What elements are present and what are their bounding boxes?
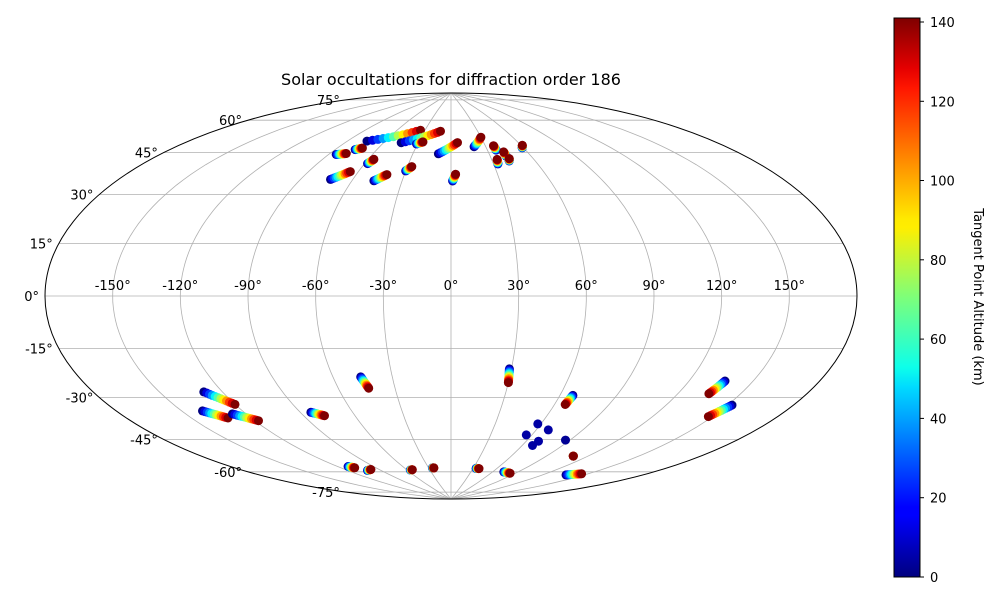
x-tick-label: 150° bbox=[774, 279, 805, 294]
colorbar-tick-label: 140 bbox=[930, 16, 955, 31]
occultation-point bbox=[341, 149, 351, 158]
y-tick-label: -60° bbox=[214, 466, 242, 481]
x-tick-label: -30° bbox=[369, 279, 397, 294]
occultation-point bbox=[382, 170, 392, 180]
colorbar-tick-label: 80 bbox=[930, 254, 947, 269]
occultation-point bbox=[320, 411, 329, 421]
colorbar-tick-label: 40 bbox=[930, 412, 947, 427]
map-grid bbox=[45, 92, 857, 500]
x-tick-label: 60° bbox=[575, 279, 598, 294]
y-tick-label: -30° bbox=[66, 392, 94, 407]
occultation-point bbox=[416, 125, 425, 135]
occultation-point bbox=[364, 383, 374, 393]
occultation-point bbox=[577, 469, 587, 479]
occultation-point bbox=[474, 464, 484, 474]
occultation-point bbox=[418, 137, 428, 147]
colorbar-tick-label: 60 bbox=[930, 333, 947, 348]
y-tick-label: -45° bbox=[130, 434, 158, 449]
occultation-point bbox=[366, 465, 376, 474]
occultation-point bbox=[436, 126, 445, 136]
occultation-point bbox=[350, 463, 360, 473]
y-tick-label: 0° bbox=[24, 290, 39, 305]
x-tick-label: -150° bbox=[95, 279, 131, 294]
colorbar-tick-label: 20 bbox=[930, 492, 947, 507]
occultation-point bbox=[561, 435, 570, 445]
x-tick-label: -120° bbox=[162, 279, 198, 294]
x-tick-label: 0° bbox=[444, 279, 459, 294]
y-tick-labels: 75° 60° 45° 30° 15° 0° -15° -30° -45° -60° -75° bbox=[24, 94, 340, 501]
occultation-point bbox=[505, 468, 515, 478]
colorbar-tick-label: 120 bbox=[930, 95, 955, 110]
occultation-point bbox=[543, 425, 553, 435]
colorbar-tick-label: 100 bbox=[930, 175, 955, 190]
y-tick-label: 45° bbox=[135, 147, 158, 162]
occultation-point bbox=[503, 378, 513, 388]
x-tick-label: 120° bbox=[706, 279, 737, 294]
x-tick-labels: -150° -120° -90° -60° -30° 0° 30° 60° 90° 120° 150… bbox=[95, 279, 805, 294]
scatter-points bbox=[198, 125, 737, 480]
y-tick-label: 75° bbox=[317, 94, 340, 109]
occultation-point bbox=[369, 154, 379, 164]
occultation-point bbox=[453, 138, 462, 148]
occultation-point bbox=[476, 132, 486, 142]
occultation-point bbox=[704, 389, 714, 399]
occultation-point bbox=[230, 399, 240, 409]
occultation-point bbox=[357, 143, 367, 153]
map-outline bbox=[44, 92, 858, 500]
occultation-point bbox=[451, 169, 461, 179]
occultation-point bbox=[489, 141, 498, 151]
colorbar-label: Tangent Point Altitude (km) bbox=[970, 207, 985, 385]
occultation-point bbox=[407, 162, 417, 172]
occultation-point bbox=[528, 441, 537, 450]
colorbar-ticks: 0 20 40 60 80 100 120 140 bbox=[920, 16, 955, 586]
x-tick-label: -60° bbox=[302, 279, 330, 294]
occultation-point bbox=[429, 463, 439, 473]
y-tick-label: 30° bbox=[70, 189, 93, 204]
occultation-point bbox=[499, 147, 509, 157]
occultation-point bbox=[345, 167, 355, 177]
occultation-point bbox=[703, 412, 713, 422]
occultation-point bbox=[254, 416, 263, 426]
y-tick-label: 60° bbox=[219, 114, 242, 129]
colorbar: 0 20 40 60 80 100 120 140 Tangent Point Altitud… bbox=[893, 16, 985, 586]
occultation-point bbox=[521, 430, 531, 440]
occultation-point bbox=[533, 419, 543, 429]
x-tick-label: 30° bbox=[507, 279, 530, 294]
x-tick-label: -90° bbox=[234, 279, 262, 294]
occultation-point bbox=[504, 154, 514, 164]
y-tick-label: -75° bbox=[312, 486, 340, 501]
occultation-point bbox=[560, 400, 570, 409]
y-tick-label: -15° bbox=[25, 343, 53, 358]
colorbar-gradient bbox=[893, 17, 921, 578]
chart-title: Solar occultations for diffraction order… bbox=[281, 70, 621, 89]
occultation-point bbox=[517, 140, 527, 150]
occultation-point bbox=[492, 154, 502, 164]
colorbar-tick-label: 0 bbox=[930, 571, 938, 586]
occultation-point bbox=[407, 465, 417, 475]
x-tick-label: 90° bbox=[642, 279, 665, 294]
y-tick-label: 15° bbox=[30, 238, 53, 253]
occultation-point bbox=[568, 451, 578, 461]
